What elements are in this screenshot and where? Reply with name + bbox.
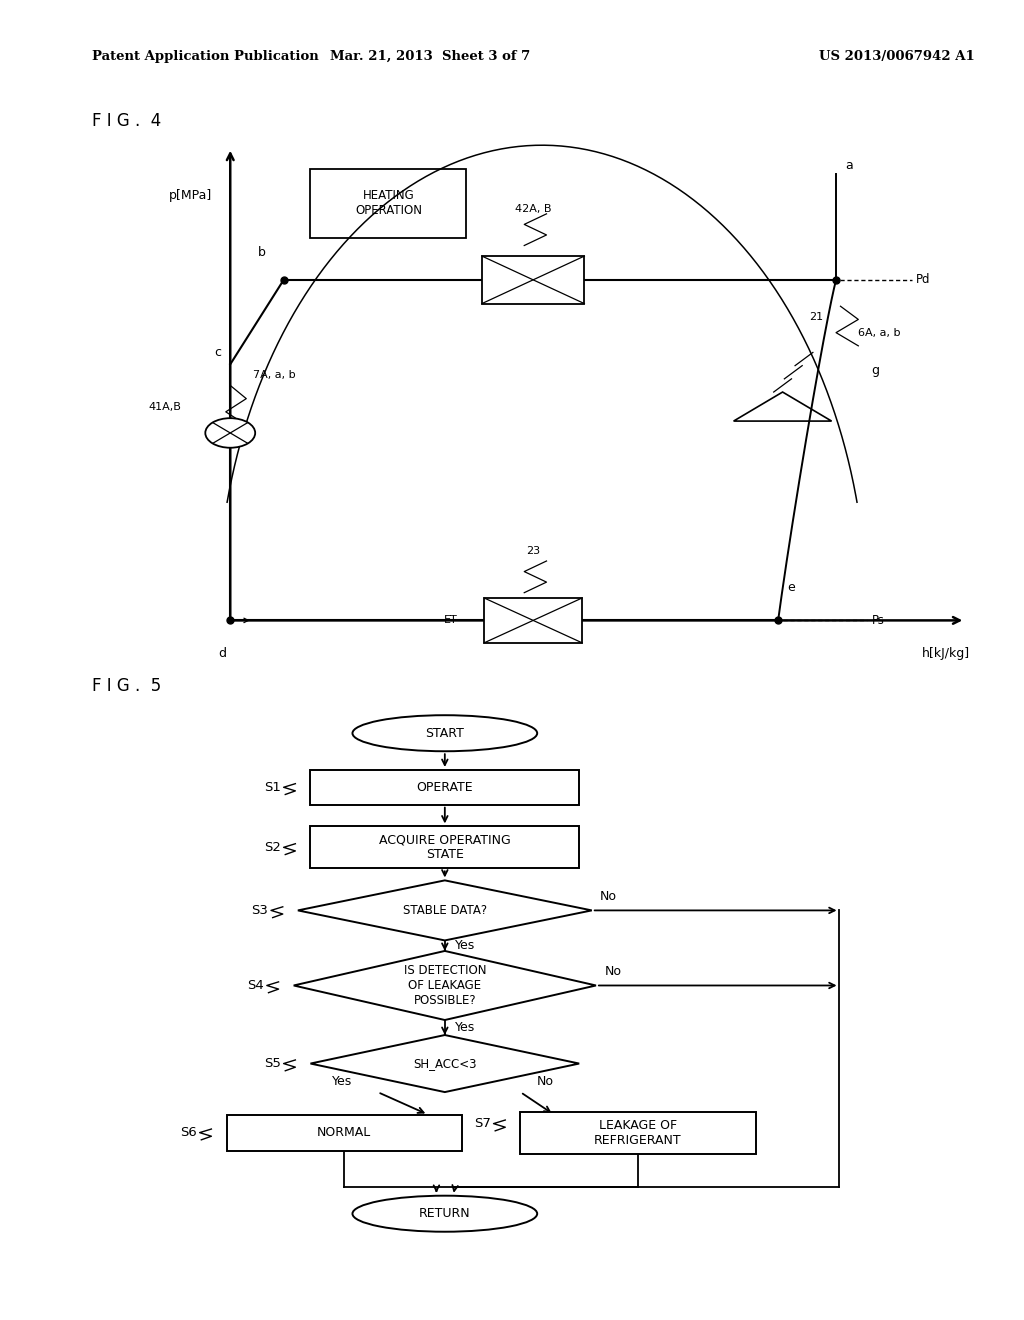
Text: NORMAL: NORMAL — [317, 1126, 371, 1139]
Text: a: a — [845, 158, 853, 172]
Text: 41A,B: 41A,B — [148, 401, 181, 412]
Text: START: START — [425, 727, 464, 739]
Text: No: No — [538, 1074, 554, 1088]
Text: S4: S4 — [248, 979, 264, 991]
Text: SH_ACC<3: SH_ACC<3 — [413, 1057, 476, 1071]
Text: S6: S6 — [180, 1126, 197, 1139]
Text: Yes: Yes — [455, 1022, 475, 1034]
Bar — [484, 598, 582, 643]
Text: No: No — [600, 890, 617, 903]
Text: Ps: Ps — [871, 614, 885, 627]
Polygon shape — [310, 1035, 580, 1092]
Point — [222, 610, 239, 631]
Text: STABLE DATA?: STABLE DATA? — [402, 904, 486, 917]
Text: ACQUIRE OPERATING
STATE: ACQUIRE OPERATING STATE — [379, 833, 511, 862]
Text: S1: S1 — [264, 781, 281, 793]
Bar — [226, 1114, 462, 1151]
Bar — [520, 1111, 756, 1154]
Text: Yes: Yes — [455, 939, 475, 952]
Text: e: e — [787, 581, 795, 594]
Text: HEATING
OPERATION: HEATING OPERATION — [355, 189, 422, 218]
Text: F I G .  5: F I G . 5 — [92, 677, 162, 696]
Text: b: b — [258, 246, 266, 259]
Bar — [310, 169, 466, 238]
Text: Patent Application Publication: Patent Application Publication — [92, 50, 318, 63]
Text: g: g — [871, 364, 880, 378]
Text: LEAKAGE OF
REFRIGERANT: LEAKAGE OF REFRIGERANT — [594, 1118, 682, 1147]
Bar — [310, 826, 580, 869]
Text: OPERATE: OPERATE — [417, 781, 473, 793]
Text: F I G .  4: F I G . 4 — [92, 112, 162, 131]
Text: S5: S5 — [264, 1057, 281, 1071]
Polygon shape — [294, 950, 596, 1020]
Text: RETURN: RETURN — [419, 1208, 471, 1220]
Text: c: c — [214, 346, 221, 359]
Text: Pd: Pd — [916, 273, 931, 286]
Point — [827, 269, 844, 290]
Text: 42A, B: 42A, B — [515, 203, 551, 214]
Text: US 2013/0067942 A1: US 2013/0067942 A1 — [819, 50, 975, 63]
Text: 23: 23 — [526, 545, 541, 556]
Text: 6A, a, b: 6A, a, b — [858, 327, 901, 338]
Text: h[kJ/kg]: h[kJ/kg] — [922, 647, 970, 660]
Text: ET: ET — [443, 615, 458, 626]
Ellipse shape — [352, 715, 538, 751]
Text: IS DETECTION
OF LEAKAGE
POSSIBLE?: IS DETECTION OF LEAKAGE POSSIBLE? — [403, 964, 486, 1007]
Text: Mar. 21, 2013  Sheet 3 of 7: Mar. 21, 2013 Sheet 3 of 7 — [330, 50, 530, 63]
Bar — [482, 256, 585, 304]
Text: No: No — [604, 965, 622, 978]
Text: d: d — [218, 647, 225, 660]
Text: 7A, a, b: 7A, a, b — [253, 370, 295, 380]
Point — [770, 610, 786, 631]
Text: S7: S7 — [474, 1117, 492, 1130]
Point — [275, 269, 292, 290]
Polygon shape — [298, 880, 592, 940]
Text: Yes: Yes — [332, 1074, 352, 1088]
Circle shape — [205, 418, 255, 447]
Text: 21: 21 — [809, 312, 823, 322]
Text: S3: S3 — [252, 904, 268, 917]
Text: p[MPa]: p[MPa] — [169, 189, 212, 202]
Ellipse shape — [352, 1196, 538, 1232]
Text: S2: S2 — [264, 841, 281, 854]
Bar — [310, 770, 580, 805]
